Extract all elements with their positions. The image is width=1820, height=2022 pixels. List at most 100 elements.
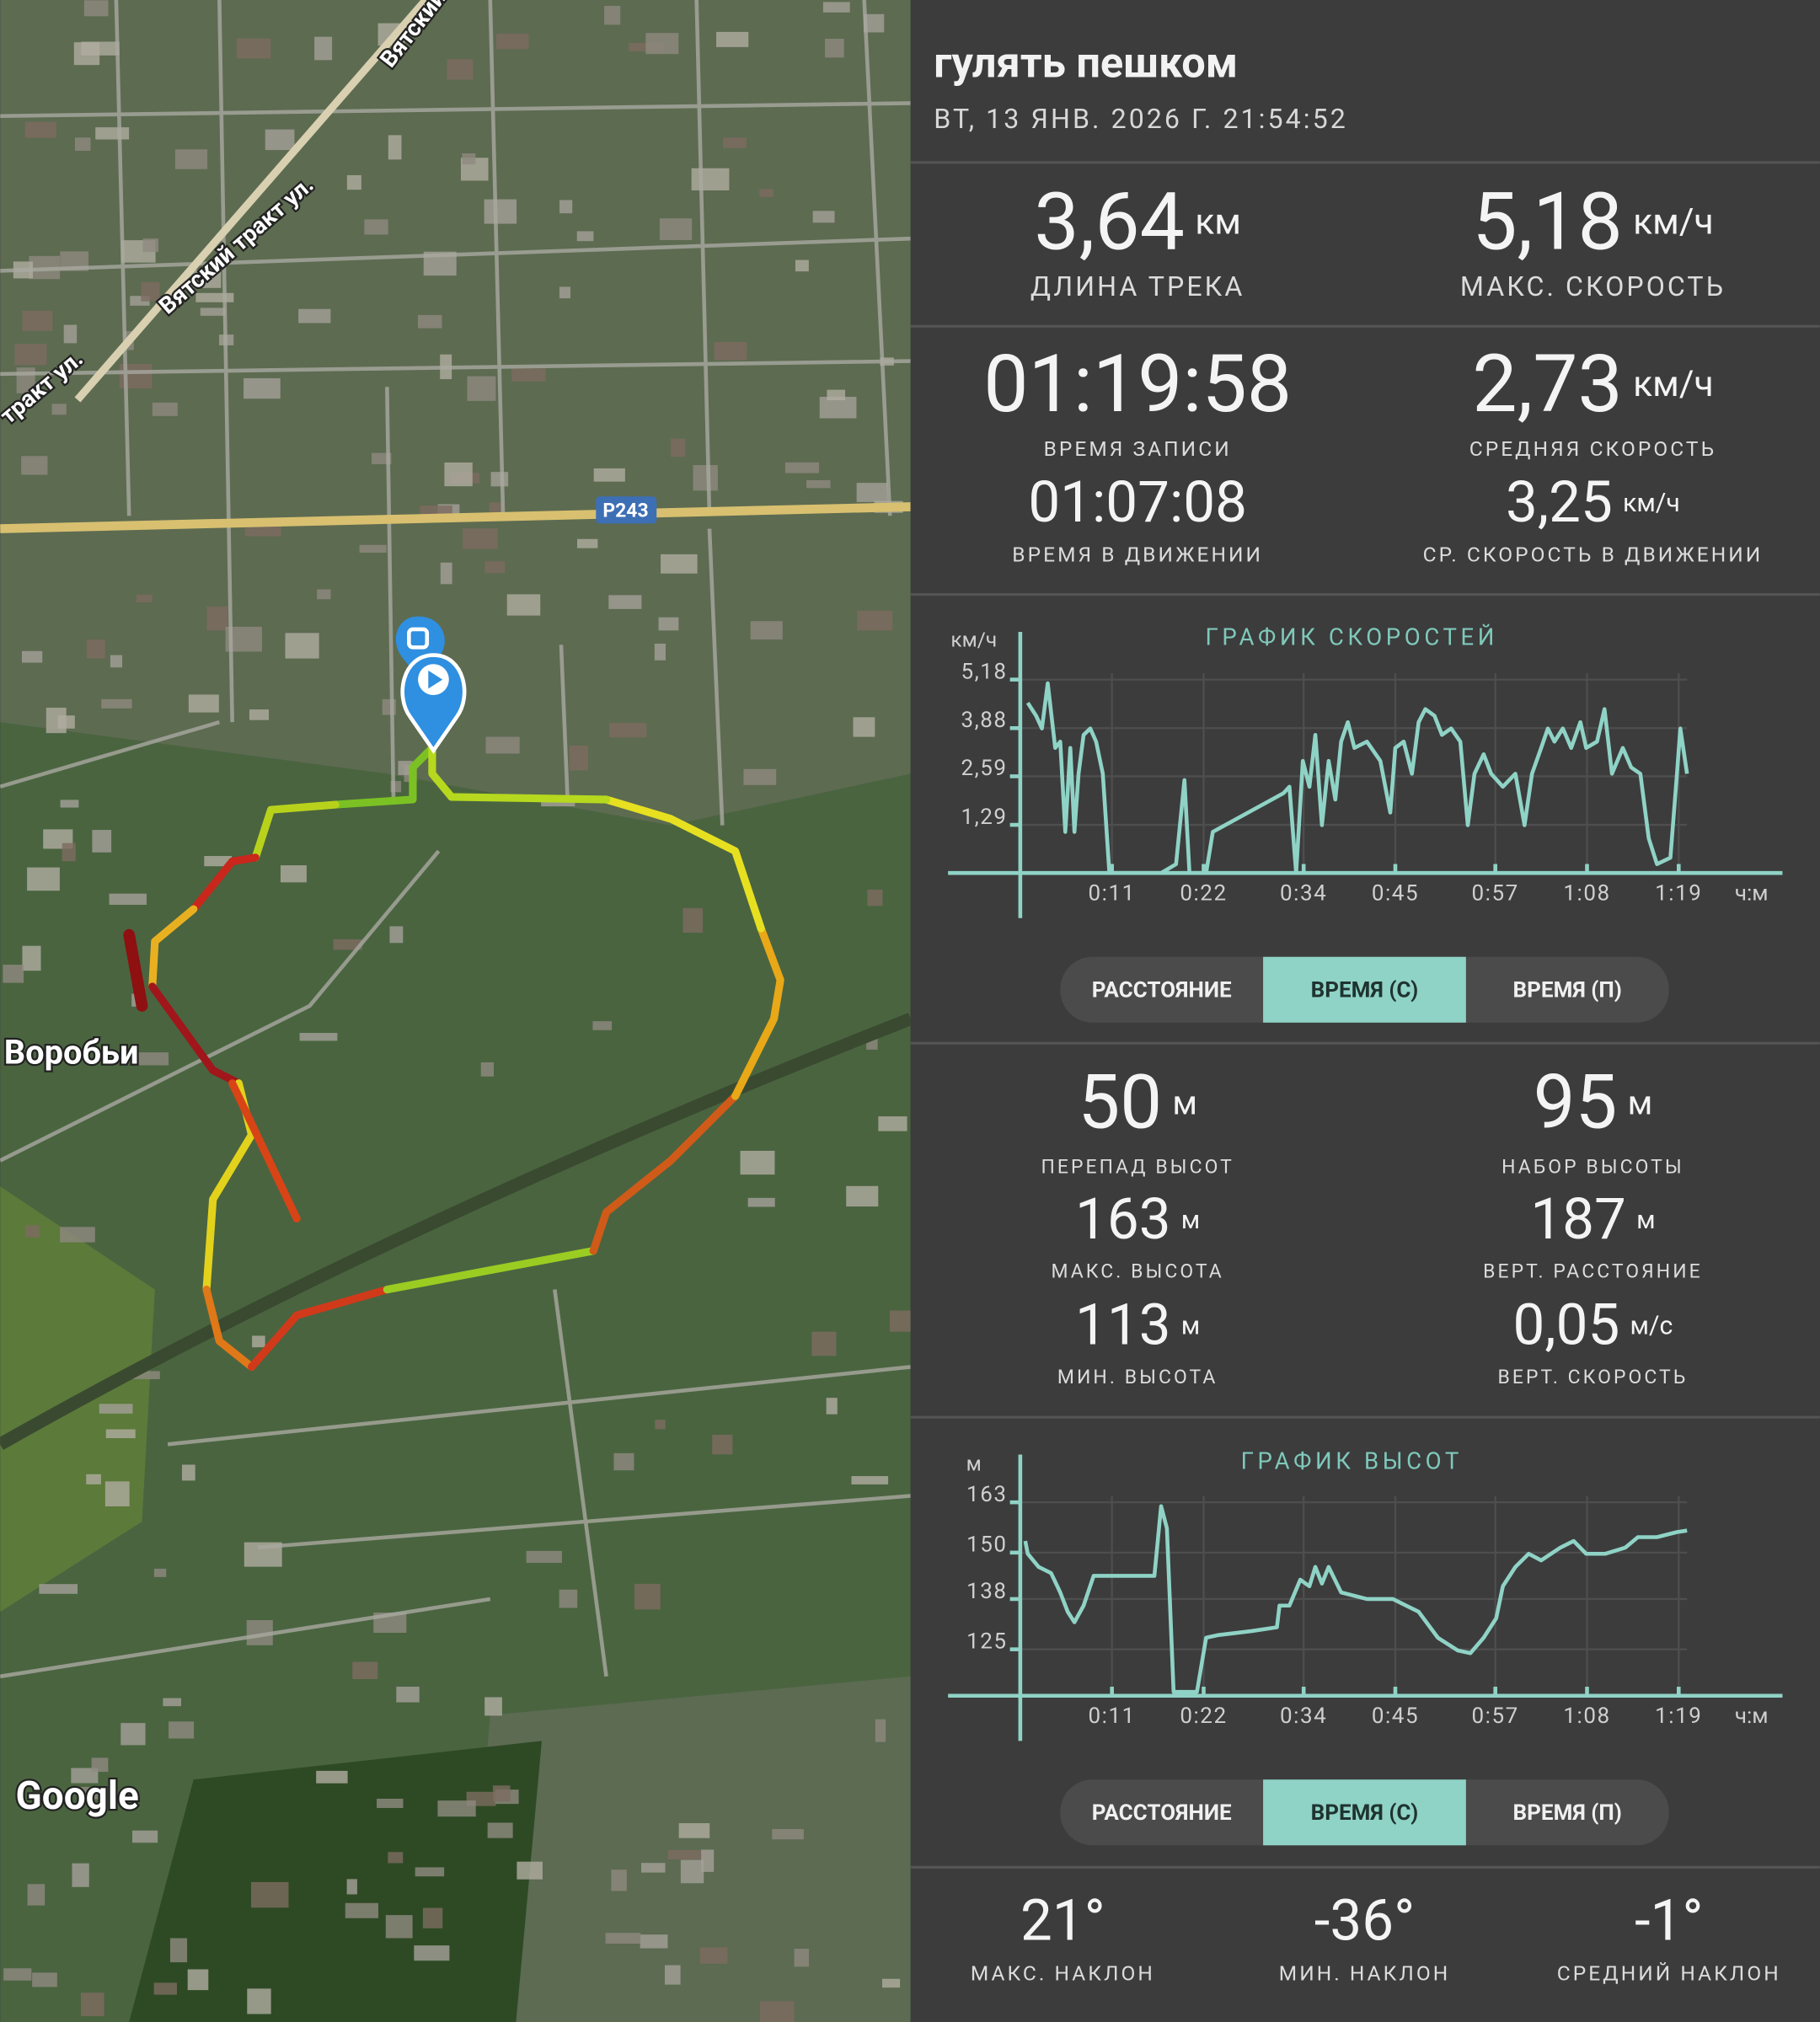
stat-unit: м [1636,1205,1655,1234]
building [187,1969,209,1991]
building [415,1867,445,1877]
building [759,189,774,197]
x-tick-label: 0:34 [1280,881,1327,907]
stat-label: СРЕДНЯЯ СКОРОСТЬ [1469,436,1716,461]
building [345,1902,379,1918]
chart-title: ГРАФИК ВЫСОТ [1241,1447,1463,1475]
building [81,41,120,56]
stat-value: 50 м [1078,1059,1197,1147]
building [252,1335,265,1348]
building [132,1830,158,1843]
x-tick-label: 0:22 [1180,1704,1227,1729]
building [863,13,885,33]
stat-value: 3,25 км/ч [1506,470,1680,536]
building [72,1863,89,1887]
y-tick-label: 138 [966,1579,1007,1604]
stat-number: 113 [1075,1292,1171,1358]
building [712,1434,733,1455]
building [206,606,228,631]
y-axis-label: км/ч [950,628,997,652]
building [298,308,331,324]
chart: ГРАФИК СКОРОСТЕЙ км/ч ч:м 1,29 2,59 3,88 5,18 0… [948,623,1783,918]
building [747,1197,775,1207]
building [299,1033,338,1041]
building [388,135,402,160]
building [699,1947,728,1964]
y-tick-label: 1,29 [961,805,1007,830]
building [444,462,473,487]
building [190,270,222,288]
building [613,1452,634,1471]
tab-selected [1263,1779,1466,1846]
building [422,1907,443,1928]
stat-unit: м [1628,1083,1653,1122]
building [480,1062,495,1077]
building [661,554,698,574]
tab[interactable]: ВРЕМЯ (П) [1513,1800,1622,1826]
building [857,610,893,631]
building [484,199,517,224]
building [95,127,130,140]
building [794,1949,810,1967]
building [795,259,809,272]
building [462,152,476,165]
stat-value: 3,64 км [1034,175,1241,269]
x-tick-label: 0:45 [1372,881,1419,907]
building [611,1870,627,1891]
tab[interactable]: ВРЕМЯ (С) [1311,1800,1419,1826]
building [142,238,159,253]
stat-value: -1° [1635,1889,1704,1955]
stat-unit: км/ч [1623,488,1680,517]
x-tick-label: 0:22 [1180,881,1227,907]
map-road [74,0,429,403]
building [889,1310,911,1332]
stat-value: 01:07:08 [1028,470,1247,536]
stat-label: ДЛИНА ТРЕКА [1030,270,1245,302]
building [359,544,387,554]
map[interactable]: Р243 Вятский тракт ул. тракт ул. Вятский… [0,0,918,2022]
building [62,842,76,862]
start-marker[interactable] [395,616,467,754]
stat-number: 163 [1075,1187,1171,1253]
tab[interactable]: ВРЕМЯ (С) [1311,978,1419,1003]
stat-number: -36° [1314,1889,1415,1955]
x-tick-label: 0:11 [1089,881,1136,907]
building [364,219,388,235]
building [593,468,625,482]
tab[interactable]: РАССТОЯНИЕ [1092,978,1232,1003]
stat-value: 01:19:58 [983,338,1292,431]
building [388,1852,404,1864]
stat-label: МИН. НАКЛОН [1279,1960,1450,1985]
building [3,965,24,983]
tab-group[interactable]: РАССТОЯНИЕ ВРЕМЯ (С) ВРЕМЯ (П) [1060,1779,1669,1846]
building [492,1785,511,1802]
building [204,856,233,867]
building [440,562,452,585]
stat-label: ПЕРЕПАД ВЫСОТ [1041,1156,1234,1179]
building [104,1481,130,1506]
map-highway [0,502,911,533]
stat-unit: км/ч [1633,363,1714,405]
x-tick-label: 0:34 [1280,1704,1327,1729]
tab[interactable]: ВРЕМЯ (П) [1513,978,1622,1003]
stat-unit: м [1172,1083,1197,1122]
building [772,1828,804,1840]
building [851,1476,889,1484]
tab-group[interactable]: РАССТОЯНИЕ ВРЕМЯ (С) ВРЕМЯ (П) [1060,956,1669,1023]
x-tick-label: 0:57 [1472,881,1519,907]
stat-unit: м/с [1630,1311,1673,1340]
building [25,1225,40,1238]
building [200,308,226,316]
building [129,1371,160,1379]
stat-label: СРЕДНИЙ НАКЛОН [1557,1960,1781,1985]
tab[interactable]: РАССТОЯНИЕ [1092,1800,1232,1826]
stat-value: 113 м [1075,1292,1200,1358]
stat-number: -1° [1635,1889,1704,1955]
building [244,377,281,399]
stat-number: 187 [1530,1187,1626,1253]
building [265,129,295,151]
building [701,1849,715,1872]
building [39,1584,78,1594]
building [826,1398,838,1415]
